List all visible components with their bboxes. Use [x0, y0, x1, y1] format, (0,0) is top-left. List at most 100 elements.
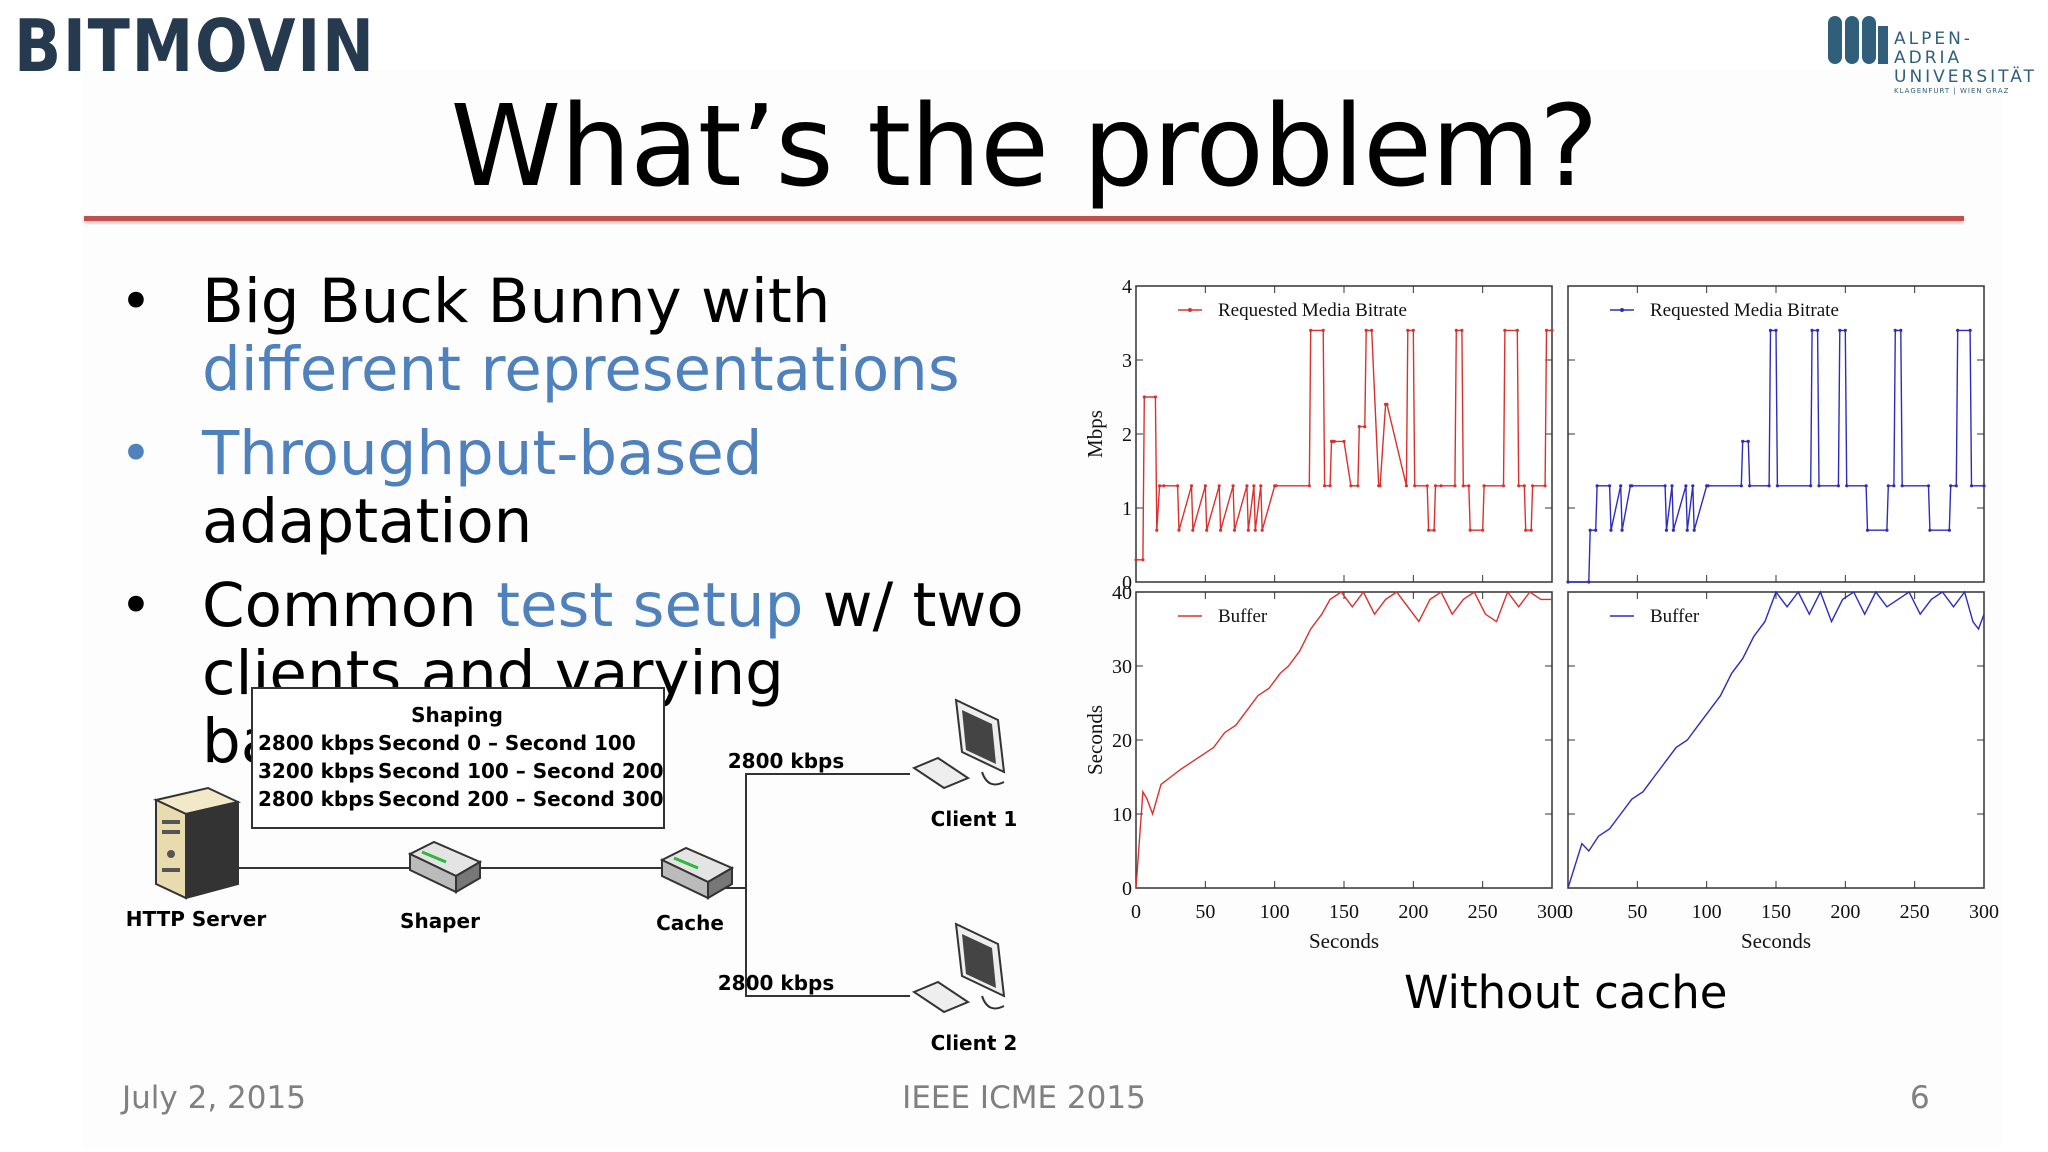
data-point [1155, 528, 1159, 532]
data-point [1892, 484, 1896, 488]
data-point [1461, 484, 1465, 488]
data-point [1342, 439, 1346, 443]
data-point [1460, 328, 1464, 332]
data-point [1663, 484, 1667, 488]
data-point [1246, 528, 1250, 532]
data-point [1406, 328, 1410, 332]
x-tick-label: 200 [1398, 901, 1428, 923]
data-point [1768, 328, 1773, 332]
university-name-line1: ALPEN-ADRIA [1894, 29, 1973, 68]
shaping-rate-2: 3200 kbps [258, 759, 374, 783]
data-point [1899, 328, 1903, 332]
legend-marker [1620, 308, 1624, 312]
x-tick-label: 250 [1468, 901, 1498, 923]
data-point [1468, 528, 1472, 532]
server-label: HTTP Server [126, 907, 267, 931]
data-point [1426, 528, 1431, 532]
data-point [1775, 484, 1779, 488]
data-point [1453, 484, 1457, 488]
data-point [1274, 484, 1278, 488]
data-point [1439, 484, 1443, 488]
footer-page-number: 6 [1910, 1080, 1930, 1116]
data-point [1865, 528, 1870, 532]
x-axis-label: Seconds [1309, 929, 1379, 950]
legend-label: Buffer [1650, 606, 1700, 627]
data-point [1260, 528, 1264, 532]
data-point [1691, 484, 1695, 488]
data-point [1363, 425, 1367, 429]
data-point [1810, 328, 1814, 332]
data-point [1205, 528, 1209, 532]
data-point [1543, 484, 1547, 488]
x-tick-label: 250 [1900, 901, 1930, 923]
shaping-period-1: Second 0 – Second 100 [378, 731, 636, 755]
client1-label: Client 1 [931, 807, 1018, 831]
data-point [1544, 328, 1549, 332]
x-tick-label: 50 [1627, 901, 1647, 923]
data-point [1746, 439, 1750, 443]
data-point [1836, 484, 1840, 488]
data-point [1162, 484, 1166, 488]
data-point [1954, 484, 1958, 488]
y-axis-label: Mbps [1083, 410, 1107, 458]
legend-label: Buffer [1218, 606, 1268, 627]
data-point [1191, 528, 1195, 532]
chart-frame [1135, 591, 1553, 889]
x-tick-label: 300 [1537, 901, 1567, 923]
data-point [1189, 484, 1194, 488]
series-line [1567, 590, 1985, 889]
y-tick-label: 2 [1122, 424, 1132, 446]
data-point [1982, 484, 1986, 488]
data-point [1252, 484, 1256, 488]
data-point [1517, 484, 1521, 488]
data-point [1608, 484, 1612, 488]
data-point [1670, 484, 1674, 488]
y-tick-label: 40 [1112, 582, 1132, 604]
shaping-title: Shaping [411, 703, 503, 727]
y-tick-label: 4 [1122, 276, 1132, 298]
university-logo-icon [1828, 16, 1888, 64]
x-tick-label: 200 [1830, 901, 1860, 923]
data-point [1748, 484, 1752, 488]
data-point [1404, 484, 1408, 488]
data-point [1620, 528, 1624, 532]
data-point [1864, 484, 1868, 488]
data-point [1664, 528, 1669, 532]
data-point [1481, 528, 1485, 532]
data-point [1141, 558, 1145, 562]
university-name-line2: UNIVERSITÄT [1894, 67, 2037, 87]
legend-label: Requested Media Bitrate [1650, 300, 1839, 321]
data-point [1885, 528, 1889, 532]
link-label-2: 2800 kbps [718, 971, 834, 995]
y-tick-label: 1 [1122, 498, 1132, 520]
cache-label: Cache [656, 911, 724, 935]
x-tick-label: 150 [1329, 901, 1359, 923]
data-point [1411, 328, 1415, 332]
bullet-marker: • [120, 574, 152, 637]
data-point [1588, 528, 1592, 532]
title-divider [84, 216, 1964, 221]
data-point [1153, 395, 1158, 399]
x-tick-label: 0 [1131, 901, 1141, 923]
data-point [1684, 484, 1688, 488]
chart-frame [1135, 285, 1553, 583]
data-point [1501, 484, 1506, 488]
x-tick-label: 0 [1563, 901, 1573, 923]
data-point [1245, 484, 1249, 488]
data-point [1157, 484, 1162, 488]
data-point [1774, 328, 1778, 332]
data-point [1838, 328, 1842, 332]
data-point [1356, 484, 1360, 488]
shaping-box [251, 687, 665, 829]
bitmovin-logo: BITMOVIN [14, 4, 376, 88]
bullet-marker: • [120, 270, 152, 333]
data-point [1503, 328, 1507, 332]
bitrate-buffer-charts: 0 1 2 3 4 Mbps Requested Media Bitrate Requeste… [1083, 276, 1999, 950]
x-tick-label: 50 [1195, 901, 1215, 923]
data-point [1232, 528, 1237, 532]
data-point [1928, 528, 1932, 532]
series-line [1135, 590, 1552, 889]
data-point [1741, 439, 1745, 443]
y-tick-label: 20 [1112, 730, 1132, 752]
bullet-text: Big Buck Bunny with [202, 266, 831, 337]
